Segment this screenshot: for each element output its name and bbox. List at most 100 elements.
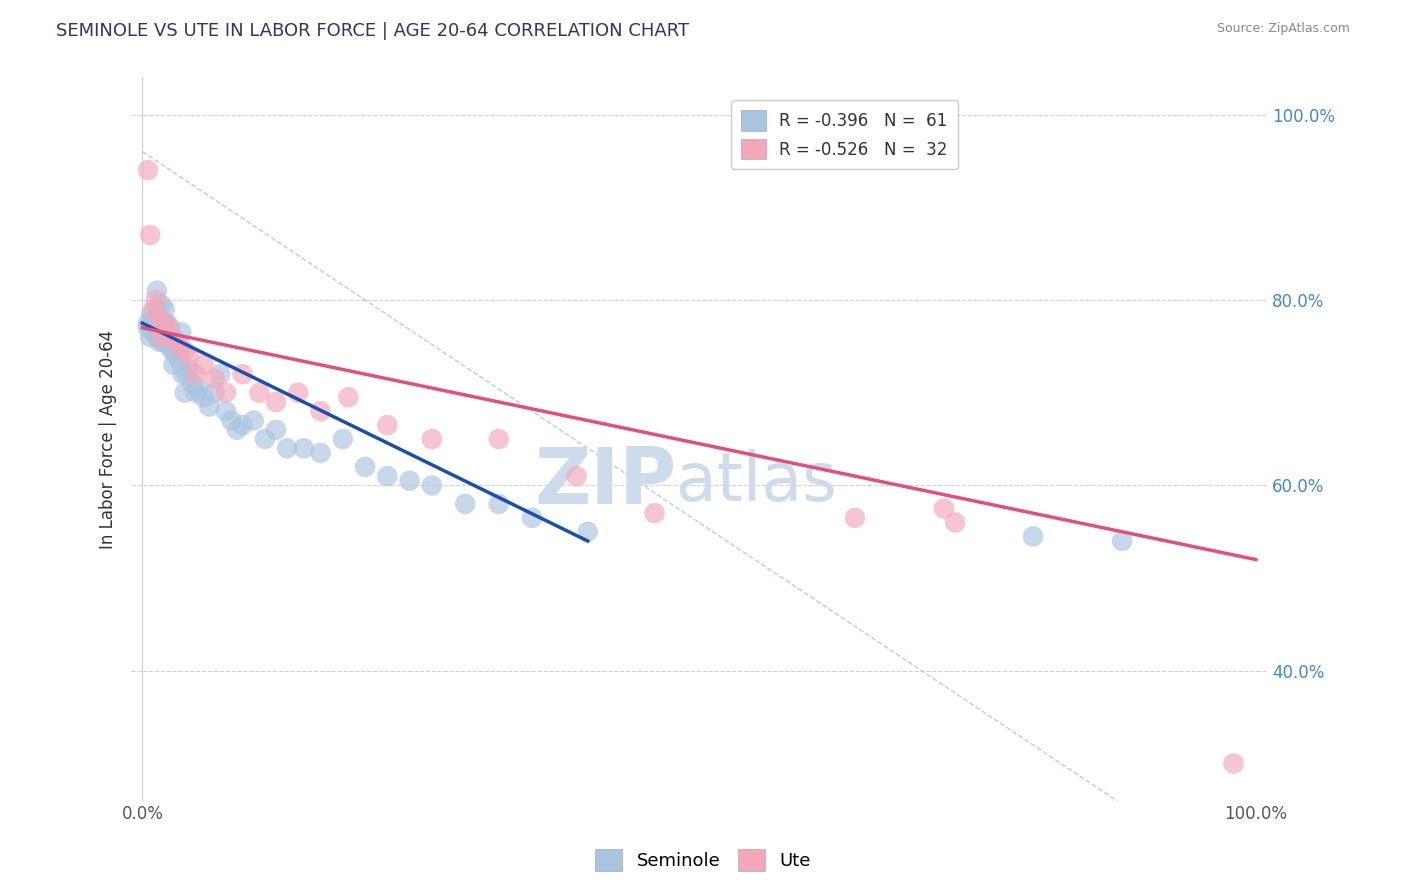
Point [488,432,510,446]
Point [204,372,226,386]
Point [152,320,174,334]
Point [152,330,174,344]
Point [354,459,377,474]
Point [264,395,287,409]
Point [150,297,173,311]
Point [232,418,254,433]
Point [156,316,179,330]
Point [167,353,190,368]
Point [156,320,179,334]
Point [932,501,955,516]
Point [264,423,287,437]
Point [136,320,159,334]
Point [292,442,315,456]
Point [148,334,170,349]
Point [644,506,666,520]
Point [176,367,198,381]
Point [173,385,195,400]
Point [153,302,176,317]
Point [148,311,170,326]
Legend: R = -0.396   N =  61, R = -0.526   N =  32: R = -0.396 N = 61, R = -0.526 N = 32 [731,100,957,169]
Point [142,311,165,326]
Point [181,376,204,391]
Point [520,511,543,525]
Point [844,511,866,525]
Point [253,432,276,446]
Point [943,516,966,530]
Point [187,381,209,395]
Point [173,343,195,358]
Point [204,385,226,400]
Point [420,432,443,446]
Point [172,367,194,381]
Point [169,339,191,353]
Point [193,358,215,372]
Point [156,330,179,344]
Point [153,316,176,330]
Point [146,330,169,344]
Point [309,446,332,460]
Point [142,326,165,340]
Point [162,343,184,358]
Point [215,404,238,418]
Point [184,385,207,400]
Point [179,362,201,376]
Point [309,404,332,418]
Point [170,326,193,340]
Point [454,497,477,511]
Point [398,474,420,488]
Point [1222,756,1244,771]
Point [247,385,270,400]
Point [152,334,174,349]
Point [157,339,180,353]
Text: Source: ZipAtlas.com: Source: ZipAtlas.com [1216,22,1350,36]
Point [145,293,167,307]
Point [146,284,169,298]
Point [215,385,238,400]
Point [141,307,163,321]
Point [576,524,599,539]
Point [166,349,188,363]
Point [209,367,232,381]
Point [332,432,354,446]
Text: SEMINOLE VS UTE IN LABOR FORCE | AGE 20-64 CORRELATION CHART: SEMINOLE VS UTE IN LABOR FORCE | AGE 20-… [56,22,689,40]
Point [232,367,254,381]
Point [162,358,184,372]
Point [160,330,183,344]
Point [179,349,201,363]
Point [146,320,169,334]
Point [375,469,398,483]
Point [184,367,207,381]
Point [136,316,159,330]
Point [150,330,173,344]
Point [139,330,162,344]
Point [1111,534,1133,549]
Point [139,228,162,243]
Point [159,320,181,334]
Point [287,385,309,400]
Point [142,302,165,317]
Point [565,469,588,483]
Point [226,423,249,437]
Point [221,413,243,427]
Text: ZIP: ZIP [534,444,676,520]
Point [165,334,187,349]
Point [145,302,167,317]
Point [375,418,398,433]
Point [276,442,298,456]
Point [1022,529,1045,543]
Point [488,497,510,511]
Legend: Seminole, Ute: Seminole, Ute [588,842,818,879]
Point [153,316,176,330]
Point [337,390,360,404]
Text: atlas: atlas [676,450,837,516]
Point [198,400,221,414]
Point [149,316,172,330]
Point [242,413,264,427]
Point [136,163,159,178]
Point [165,334,187,349]
Y-axis label: In Labor Force | Age 20-64: In Labor Force | Age 20-64 [100,329,117,549]
Point [420,478,443,492]
Point [160,334,183,349]
Point [193,390,215,404]
